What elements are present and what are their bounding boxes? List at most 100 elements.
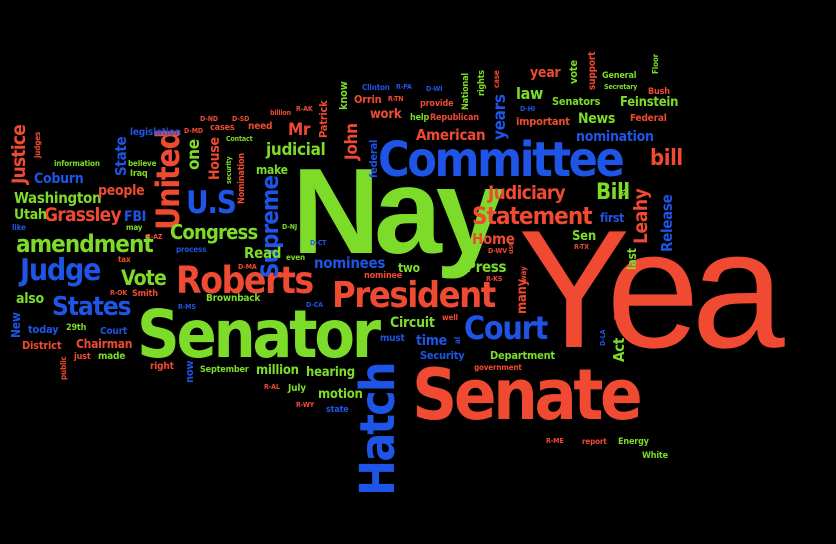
word-just: just bbox=[74, 352, 91, 362]
word-one: one bbox=[184, 139, 204, 170]
word-bill-cap: Bill bbox=[596, 180, 630, 205]
label-d-nd: D-ND bbox=[200, 115, 218, 123]
word-bill: bill bbox=[650, 146, 683, 171]
word-29th: 29th bbox=[66, 323, 87, 333]
word-et: et bbox=[619, 188, 627, 196]
word-court-small: Court bbox=[100, 326, 127, 337]
label-r-me: R-ME bbox=[546, 437, 564, 445]
word-nomination-small: Nomination bbox=[237, 153, 247, 204]
word-security: Security bbox=[420, 349, 465, 362]
word-know: know bbox=[337, 81, 350, 110]
word-roberts: Roberts bbox=[176, 259, 314, 302]
label-r-tn: R-TN bbox=[388, 95, 404, 103]
word-department: Department bbox=[490, 349, 555, 362]
word-judges: judges bbox=[33, 131, 42, 158]
word-vote-lower: vote bbox=[567, 60, 580, 84]
word-yea: Yea bbox=[518, 195, 785, 383]
word-general: General bbox=[602, 71, 637, 81]
word-al: al bbox=[453, 336, 462, 344]
word-way: way bbox=[519, 266, 528, 282]
word-utah: Utah bbox=[14, 207, 47, 223]
word-republican: Republican bbox=[430, 113, 479, 123]
word-national: National bbox=[461, 72, 471, 110]
label-r-ms: R-MS bbox=[178, 303, 196, 311]
word-brownback: Brownback bbox=[206, 293, 261, 304]
word-also: also bbox=[16, 291, 44, 307]
label-r-ak: R-AK bbox=[296, 105, 313, 113]
label-r-az: R-AZ bbox=[146, 233, 163, 241]
word-floor: Floor bbox=[651, 53, 660, 74]
word-support: support bbox=[587, 51, 598, 90]
word-news: News bbox=[578, 111, 616, 127]
word-circuit: Circuit bbox=[390, 315, 435, 331]
word-patrick: Patrick bbox=[317, 100, 330, 138]
label-d-ct: D-CT bbox=[310, 239, 327, 247]
word-two: two bbox=[398, 261, 420, 275]
word-help: help bbox=[410, 113, 430, 123]
label-d-la: D-LA bbox=[599, 329, 607, 346]
word-energy: Energy bbox=[618, 437, 649, 447]
word-state: state bbox=[326, 405, 349, 415]
label-d-md: D-MD bbox=[184, 127, 203, 135]
word-federal: federal bbox=[367, 139, 380, 178]
word-court: Court bbox=[464, 309, 548, 347]
word-sen: Sen bbox=[572, 229, 596, 244]
word-provide: provide bbox=[420, 99, 454, 109]
word-july: July bbox=[288, 383, 306, 394]
word-justice: Justice bbox=[8, 124, 30, 184]
word-senators: Senators bbox=[552, 95, 601, 108]
word-believe: believe bbox=[128, 159, 157, 168]
word-work: work bbox=[370, 107, 402, 122]
label-d-hi: D-HI bbox=[520, 105, 536, 113]
label-d-sd: D-SD bbox=[232, 115, 250, 123]
word-hatch: Hatch bbox=[350, 363, 406, 496]
word-september: September bbox=[200, 365, 249, 375]
word-senate: Senate bbox=[412, 354, 643, 436]
word-smith: Smith bbox=[132, 289, 158, 299]
word-john: John bbox=[342, 123, 362, 160]
word-committee: Committee bbox=[378, 132, 625, 188]
word-white: White bbox=[642, 451, 668, 461]
word-amendment: amendment bbox=[16, 230, 154, 258]
word-motion: motion bbox=[318, 387, 363, 402]
word-process: process bbox=[176, 245, 207, 254]
word-important: important bbox=[516, 115, 570, 128]
word-nomination: nomination bbox=[576, 129, 654, 145]
word-home: Home bbox=[472, 230, 515, 248]
word-congress: Congress bbox=[170, 220, 258, 244]
word-information: information bbox=[54, 159, 100, 168]
word-judge: Judge bbox=[20, 253, 101, 288]
word-public: public bbox=[59, 356, 68, 380]
word-tax: tax bbox=[118, 255, 131, 264]
word-vote: Vote bbox=[121, 266, 167, 290]
word-coburn: Coburn bbox=[34, 171, 84, 187]
word-nominee: nominee bbox=[364, 271, 403, 281]
word-feinstein: Feinstein bbox=[620, 95, 679, 110]
word-law: law bbox=[516, 84, 543, 103]
word-judicial: judicial bbox=[266, 140, 326, 160]
word-american: American bbox=[416, 126, 486, 144]
word-press: Press bbox=[466, 258, 507, 276]
word-hearing: hearing bbox=[306, 365, 355, 380]
word-secretary: Secretary bbox=[604, 83, 638, 91]
word-people: people bbox=[98, 183, 145, 199]
word-must: must bbox=[380, 333, 405, 344]
word-united: United bbox=[149, 130, 187, 230]
word-today: today bbox=[28, 323, 59, 336]
word-like: like bbox=[12, 223, 26, 232]
word-read: Read bbox=[244, 244, 282, 262]
label-d-ma: D-MA bbox=[238, 263, 257, 271]
word-office: Office bbox=[613, 284, 628, 322]
label-r-ok: R-OK bbox=[110, 289, 128, 297]
word-judiciary: Judiciary bbox=[488, 182, 566, 204]
label-r-al: R-AL bbox=[264, 383, 280, 391]
word-federal-cap: Federal bbox=[630, 113, 667, 124]
word-security-small: security bbox=[225, 156, 233, 185]
word-act: Act bbox=[610, 338, 628, 362]
word-mr: Mr bbox=[288, 120, 311, 140]
word-last: last bbox=[625, 248, 639, 270]
word-time: time bbox=[416, 333, 447, 349]
word-nominees: nominees bbox=[314, 254, 386, 272]
word-years: years bbox=[490, 94, 510, 140]
